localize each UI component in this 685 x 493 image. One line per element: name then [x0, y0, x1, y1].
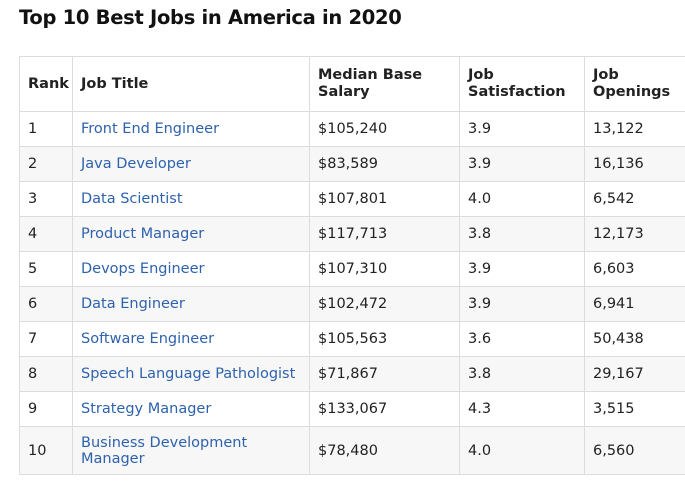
job-title-cell: Java Developer [72, 146, 310, 182]
job-title-link[interactable]: Strategy Manager [81, 401, 212, 417]
satisfaction-cell: 3.9 [459, 146, 585, 182]
rank-cell: 3 [19, 181, 73, 217]
table-row: 7 Software Engineer $105,563 3.6 50,438 [19, 321, 685, 357]
job-title-cell: Data Engineer [72, 286, 310, 322]
table-row: 2 Java Developer $83,589 3.9 16,136 [19, 146, 685, 182]
rank-cell: 4 [19, 216, 73, 252]
table-row: 4 Product Manager $117,713 3.8 12,173 [19, 216, 685, 252]
openings-cell: 16,136 [584, 146, 685, 182]
job-title-cell: Speech Language Pathologist [72, 356, 310, 392]
satisfaction-cell: 3.9 [459, 286, 585, 322]
job-title-link[interactable]: Data Scientist [81, 191, 183, 207]
openings-cell: 29,167 [584, 356, 685, 392]
column-header-rank: Rank [19, 56, 73, 112]
salary-cell: $117,713 [309, 216, 460, 252]
job-title-cell: Devops Engineer [72, 251, 310, 287]
openings-cell: 6,542 [584, 181, 685, 217]
openings-cell: 3,515 [584, 391, 685, 427]
table-row: 3 Data Scientist $107,801 4.0 6,542 [19, 181, 685, 217]
satisfaction-cell: 3.6 [459, 321, 585, 357]
salary-cell: $71,867 [309, 356, 460, 392]
table-row: 9 Strategy Manager $133,067 4.3 3,515 [19, 391, 685, 427]
salary-cell: $78,480 [309, 426, 460, 475]
job-title-cell: Front End Engineer [72, 111, 310, 147]
jobs-table: Rank Job Title Median Base Salary Job Sa… [19, 56, 685, 475]
job-title-cell: Software Engineer [72, 321, 310, 357]
job-title-cell: Business Development Manager [72, 426, 310, 475]
satisfaction-cell: 3.9 [459, 111, 585, 147]
table-row: 8 Speech Language Pathologist $71,867 3.… [19, 356, 685, 392]
openings-cell: 6,941 [584, 286, 685, 322]
salary-cell: $105,563 [309, 321, 460, 357]
rank-cell: 1 [19, 111, 73, 147]
table-row: 1 Front End Engineer $105,240 3.9 13,122 [19, 111, 685, 147]
openings-cell: 50,438 [584, 321, 685, 357]
page-title: Top 10 Best Jobs in America in 2020 [19, 6, 402, 29]
satisfaction-cell: 4.0 [459, 181, 585, 217]
job-title-link[interactable]: Business Development Manager [81, 434, 248, 467]
satisfaction-cell: 3.9 [459, 251, 585, 287]
satisfaction-cell: 3.8 [459, 216, 585, 252]
salary-cell: $83,589 [309, 146, 460, 182]
column-header-job-title: Job Title [72, 56, 310, 112]
openings-cell: 6,560 [584, 426, 685, 475]
job-title-link[interactable]: Devops Engineer [81, 261, 205, 277]
table-row: 6 Data Engineer $102,472 3.9 6,941 [19, 286, 685, 322]
table-row: 10 Business Development Manager $78,480 … [19, 426, 685, 475]
job-title-cell: Strategy Manager [72, 391, 310, 427]
satisfaction-cell: 4.3 [459, 391, 585, 427]
table-header-row: Rank Job Title Median Base Salary Job Sa… [19, 56, 685, 112]
rank-cell: 10 [19, 426, 73, 475]
column-header-median-base-salary: Median Base Salary [309, 56, 460, 112]
job-title-link[interactable]: Front End Engineer [81, 121, 220, 137]
salary-cell: $105,240 [309, 111, 460, 147]
salary-cell: $102,472 [309, 286, 460, 322]
satisfaction-cell: 4.0 [459, 426, 585, 475]
rank-cell: 6 [19, 286, 73, 322]
rank-cell: 5 [19, 251, 73, 287]
job-title-link[interactable]: Speech Language Pathologist [81, 366, 296, 382]
rank-cell: 2 [19, 146, 73, 182]
salary-cell: $107,310 [309, 251, 460, 287]
salary-cell: $107,801 [309, 181, 460, 217]
job-title-link[interactable]: Product Manager [81, 226, 205, 242]
rank-cell: 8 [19, 356, 73, 392]
salary-cell: $133,067 [309, 391, 460, 427]
job-title-cell: Data Scientist [72, 181, 310, 217]
job-title-link[interactable]: Java Developer [81, 156, 191, 172]
openings-cell: 13,122 [584, 111, 685, 147]
rank-cell: 7 [19, 321, 73, 357]
job-title-link[interactable]: Data Engineer [81, 296, 185, 312]
column-header-job-openings: Job Openings [584, 56, 685, 112]
job-title-cell: Product Manager [72, 216, 310, 252]
rank-cell: 9 [19, 391, 73, 427]
job-title-link[interactable]: Software Engineer [81, 331, 215, 347]
satisfaction-cell: 3.8 [459, 356, 585, 392]
column-header-job-satisfaction: Job Satisfaction [459, 56, 585, 112]
table-row: 5 Devops Engineer $107,310 3.9 6,603 [19, 251, 685, 287]
openings-cell: 6,603 [584, 251, 685, 287]
openings-cell: 12,173 [584, 216, 685, 252]
